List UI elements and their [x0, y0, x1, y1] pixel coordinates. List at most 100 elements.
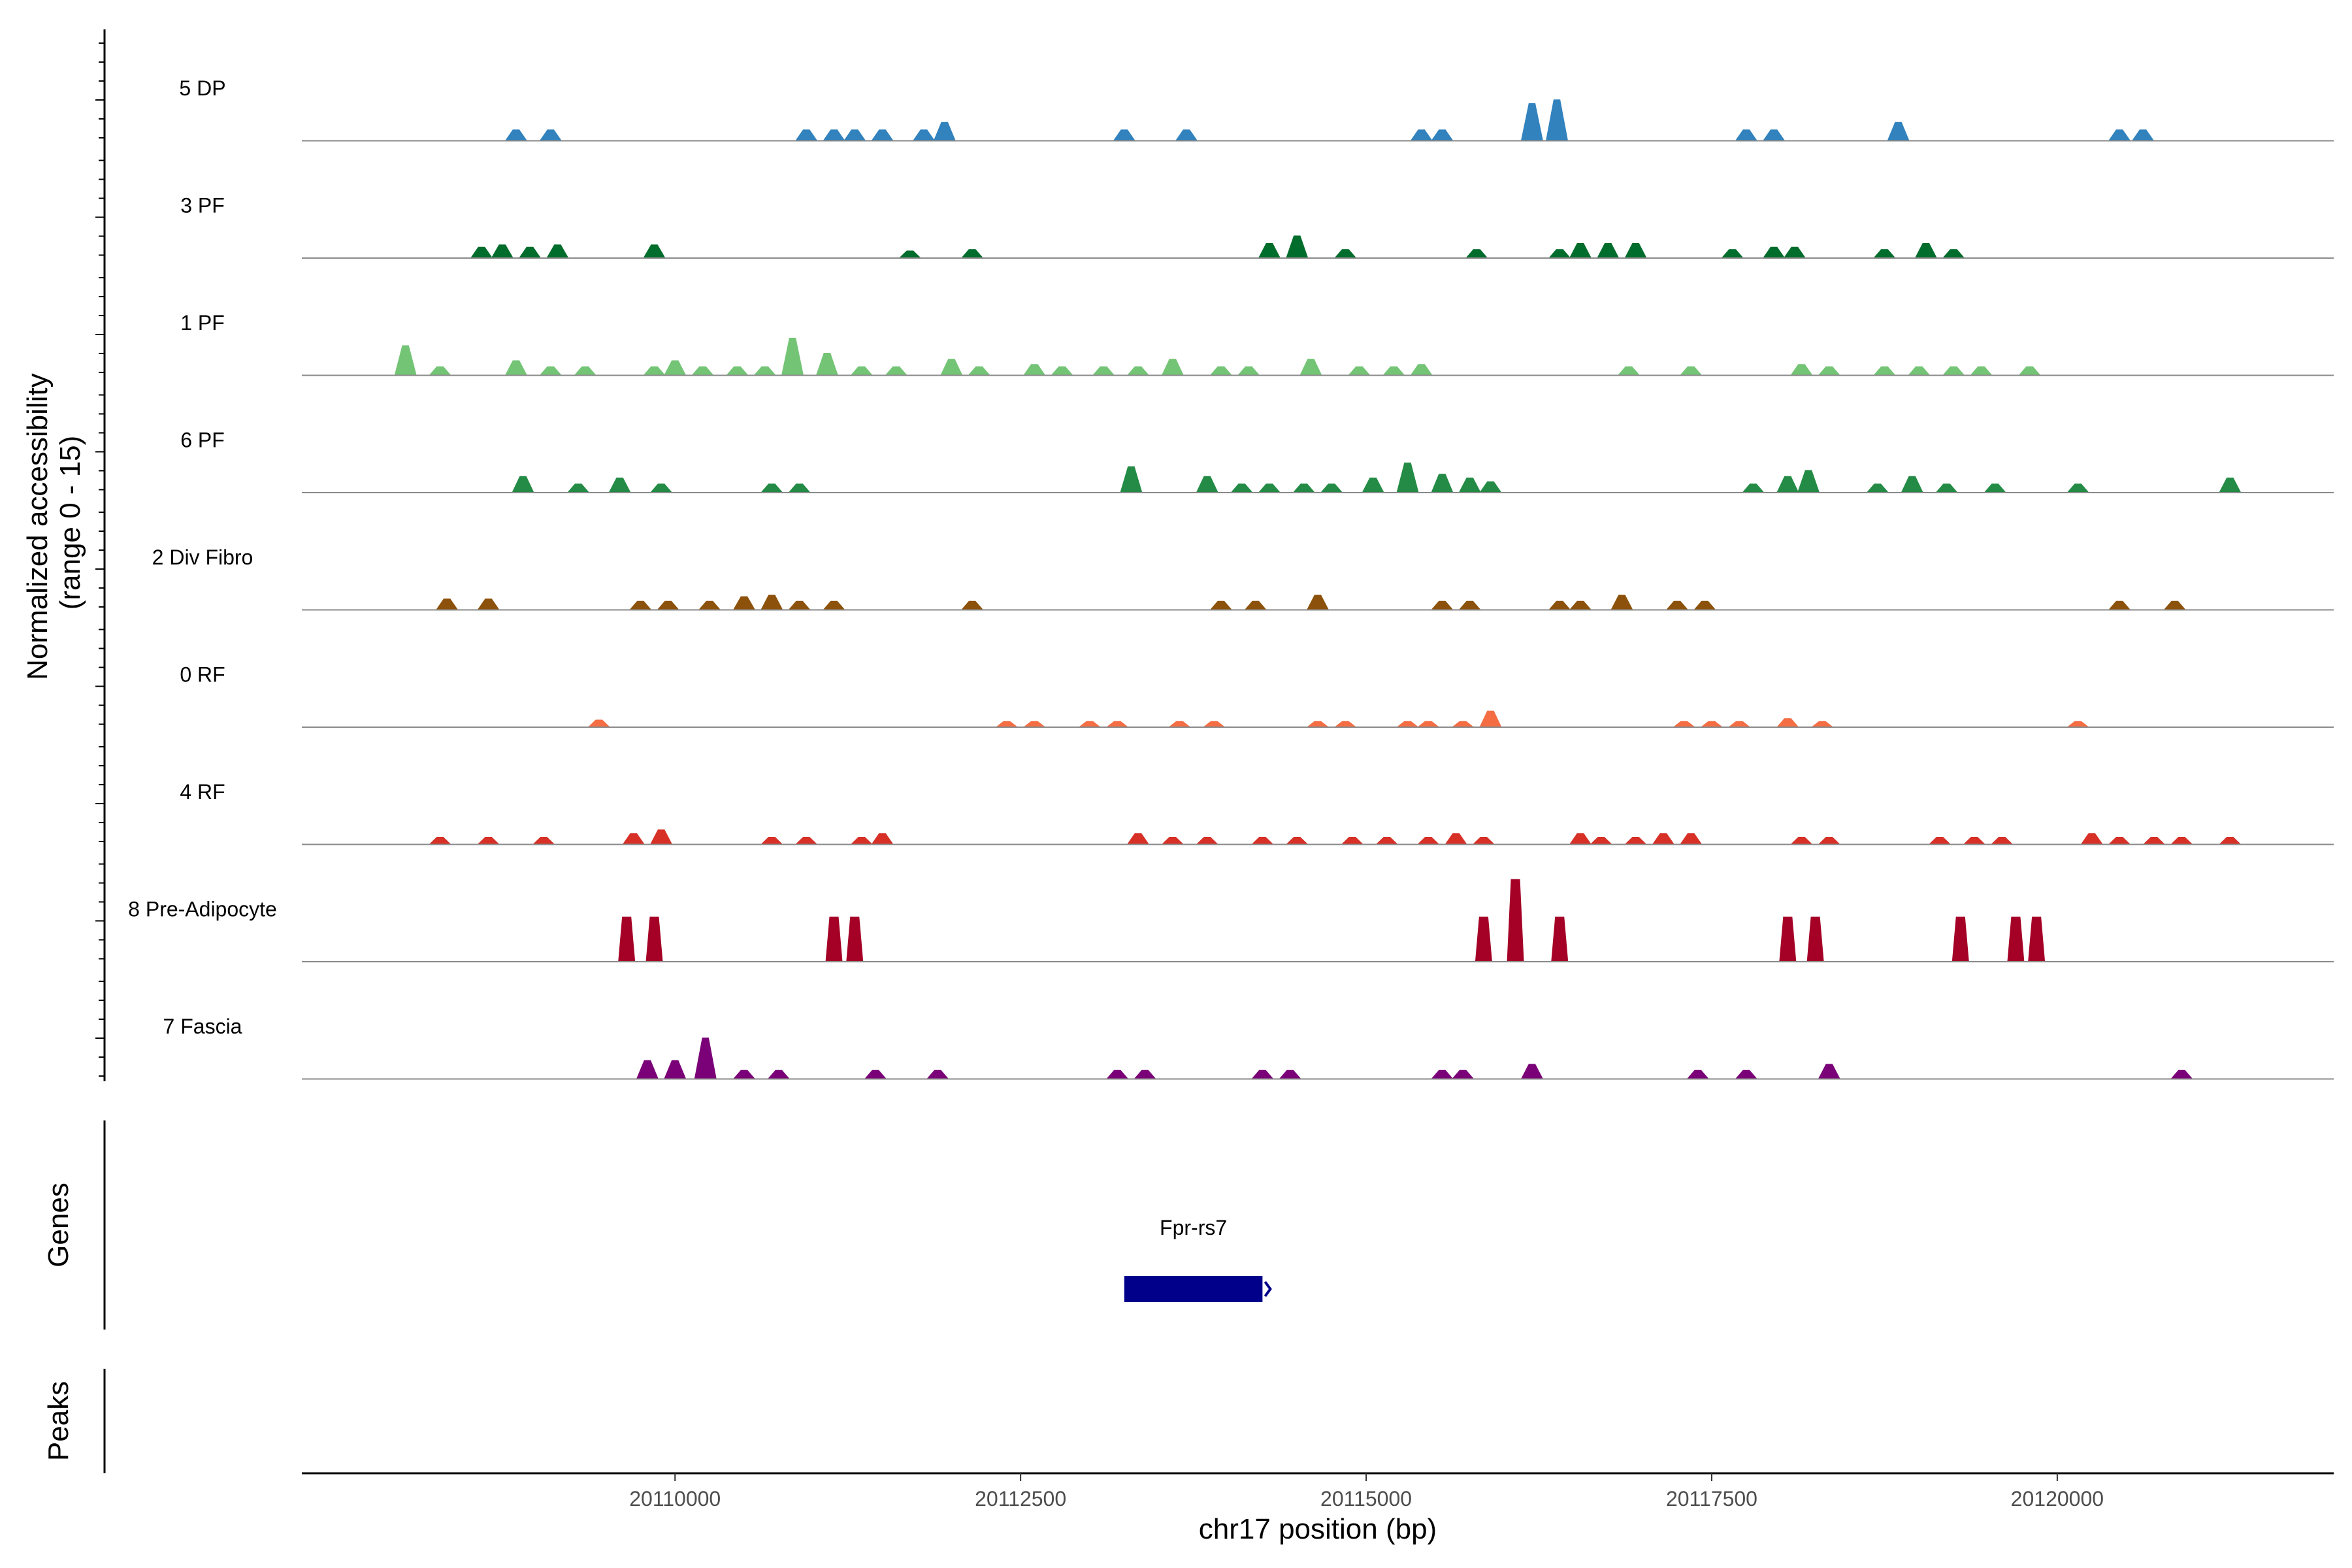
coverage-peak	[961, 600, 984, 610]
coverage-peak	[1597, 243, 1620, 258]
coverage-peak	[933, 122, 956, 141]
coverage-peak	[1251, 837, 1274, 845]
coverage-peak	[694, 1037, 717, 1079]
coverage-peak	[1818, 837, 1840, 845]
track-label: 4 RF	[180, 780, 225, 804]
y-axis-title-line1: Normalized accessibility	[22, 373, 54, 679]
coverage-peak	[1666, 600, 1689, 610]
coverage-peak	[539, 129, 562, 141]
coverage-peak	[913, 129, 936, 141]
coverage-peak	[691, 366, 714, 376]
coverage-peak	[1935, 483, 1958, 493]
coverage-peak	[608, 478, 631, 493]
coverage-peak	[1742, 483, 1765, 493]
coverage-peak	[2066, 483, 2089, 493]
coverage-peak	[1991, 837, 2014, 845]
coverage-peak	[477, 837, 500, 845]
coverage-peak	[1914, 243, 1937, 258]
coverage-peak	[1209, 600, 1232, 610]
coverage-peak	[1790, 837, 1813, 845]
coverage-peak	[995, 721, 1018, 727]
coverage-peak	[1686, 1070, 1709, 1079]
coverage-peak	[1168, 721, 1191, 727]
coverage-peak	[1887, 122, 1910, 141]
coverage-peak	[1292, 483, 1315, 493]
coverage-peak	[1475, 917, 1492, 962]
x-tick-label: 20120000	[2011, 1487, 2104, 1511]
coverage-peak	[823, 129, 845, 141]
coverage-peak	[1382, 366, 1405, 376]
coverage-peak	[519, 246, 542, 258]
coverage-peak	[1209, 366, 1232, 376]
coverage-peak	[1735, 129, 1757, 141]
coverage-peak	[1196, 476, 1218, 493]
coverage-peak	[1590, 837, 1612, 845]
coverage-peak	[1818, 1064, 1840, 1079]
coverage-peak	[1175, 129, 1198, 141]
coverage-peak	[636, 1060, 659, 1079]
coverage-peak	[1258, 243, 1281, 258]
coverage-peak	[1375, 837, 1398, 845]
coverage-peak	[618, 917, 636, 962]
coverage-peak	[1680, 366, 1703, 376]
coverage-peak	[1161, 837, 1184, 845]
coverage-peak	[1680, 833, 1703, 845]
track-4-rf: 4 RF	[180, 780, 2334, 845]
coverage-peak	[1873, 249, 1896, 258]
coverage-peak	[1472, 837, 1495, 845]
coverage-peak	[1431, 474, 1454, 493]
coverage-peak	[1818, 366, 1840, 376]
coverage-peak	[1618, 366, 1641, 376]
coverage-peak	[546, 244, 569, 258]
track-1-pf: 1 PF	[180, 311, 2334, 376]
x-axis-ticks: 20110000 20112500 20115000 20117500 20120000	[629, 1473, 2104, 1511]
track-label: 7 Fascia	[163, 1015, 242, 1038]
coverage-peak	[539, 366, 562, 376]
coverage-peak	[1362, 478, 1384, 493]
coverage-peak	[795, 129, 818, 141]
coverage-peak	[823, 600, 845, 610]
track-label: 0 RF	[180, 663, 225, 687]
coverage-peak	[733, 1070, 756, 1079]
coverage-peak	[1624, 837, 1647, 845]
coverage-peak	[1507, 879, 1524, 962]
coverage-peak	[2108, 600, 2131, 610]
coverage-peak	[1258, 483, 1281, 493]
coverage-peak	[850, 837, 873, 845]
coverage-peak	[1551, 917, 1569, 962]
coverage-peak	[1078, 721, 1101, 727]
peaks-axis-title: Peaks	[42, 1381, 74, 1461]
coverage-peak	[2007, 917, 2025, 962]
gene-exon	[1124, 1276, 1263, 1302]
coverage-peak	[968, 366, 990, 376]
strand-arrow	[1264, 1281, 1272, 1298]
coverage-peak	[850, 366, 873, 376]
coverage-peak	[1942, 366, 1965, 376]
coverage-peak	[1520, 1064, 1543, 1079]
coverage-peak	[2163, 600, 2186, 610]
coverage-peak	[1126, 833, 1149, 845]
x-tick-label: 20112500	[975, 1487, 1066, 1511]
coverage-peak	[1548, 249, 1571, 258]
coverage-peak	[926, 1070, 949, 1079]
coverage-peak	[1569, 600, 1592, 610]
coverage-peak	[1445, 833, 1467, 845]
coverage-peak	[1776, 476, 1799, 493]
coverage-peak	[650, 829, 673, 845]
coverage-peak	[788, 600, 811, 610]
coverage-peak	[1348, 366, 1371, 376]
coverage-peak	[846, 917, 864, 962]
coverage-peak	[1431, 1070, 1454, 1079]
coverage-peak	[726, 366, 749, 376]
coverage-peak	[898, 250, 921, 258]
coverage-peak	[1735, 1070, 1757, 1079]
coverage-peak	[657, 600, 679, 610]
genes-axis-title: Genes	[42, 1183, 74, 1267]
coverage-peak	[1106, 1070, 1129, 1079]
coverage-peak	[629, 600, 652, 610]
coverage-peak	[429, 837, 451, 845]
coverage-peak	[885, 366, 907, 376]
coverage-peak	[1307, 721, 1329, 727]
coverage-peak	[2170, 837, 2193, 845]
coverage-peak	[1673, 721, 1695, 727]
